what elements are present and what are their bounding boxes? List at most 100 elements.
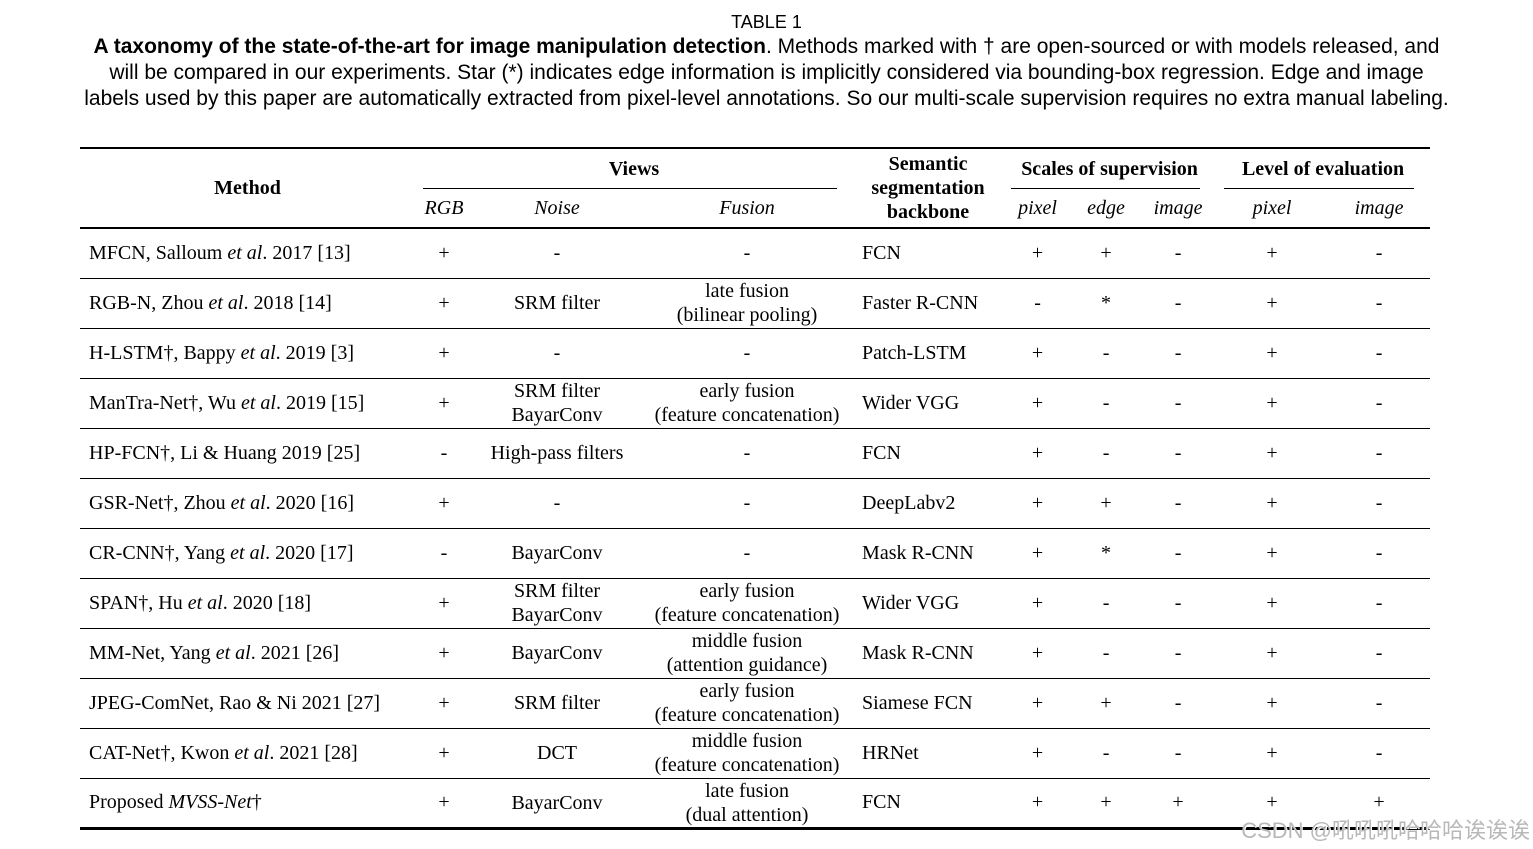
header-sub-row: RGB Noise Fusion pixel edge image pixel …: [80, 189, 1431, 229]
backbone-cell: Faster R-CNN: [862, 291, 979, 314]
fusion-cell: -: [641, 428, 853, 478]
evaluation-image-cell: -: [1375, 741, 1383, 764]
backbone-cell: FCN: [862, 241, 901, 264]
supervision-edge-cell: -: [1102, 391, 1110, 414]
noise-cell: SRM filter: [473, 678, 641, 728]
evaluation-image-cell: -: [1375, 391, 1383, 414]
supervision-edge-cell: -: [1102, 641, 1110, 664]
rgb-cell: +: [438, 491, 450, 514]
supervision-edge-cell: -: [1102, 441, 1110, 464]
evaluation-image-cell: -: [1375, 591, 1383, 614]
column-group-scales-of-supervision: Scales of supervision: [1003, 148, 1216, 189]
noise-cell: BayarConv: [473, 528, 641, 578]
backbone-cell: Mask R-CNN: [862, 641, 974, 664]
fusion-cell: early fusion (feature concatenation): [641, 578, 853, 628]
supervision-image-cell: -: [1174, 341, 1182, 364]
cell-line: -: [553, 492, 561, 514]
cell-line: (feature concatenation): [654, 754, 840, 776]
evaluation-pixel-cell: +: [1266, 591, 1278, 614]
evaluation-pixel-cell: +: [1266, 791, 1278, 813]
table-row: ManTra-Net†, Wu et al. 2019 [15] + SRM fil…: [80, 378, 1431, 428]
supervision-image-cell: -: [1174, 441, 1182, 464]
column-group-views: Views: [415, 148, 853, 189]
backbone-cell: HRNet: [862, 741, 919, 764]
evaluation-pixel-cell: +: [1266, 641, 1278, 664]
cell-line: SRM filter: [513, 292, 601, 314]
evaluation-pixel-cell: +: [1266, 741, 1278, 764]
evaluation-pixel-cell: +: [1266, 391, 1278, 414]
evaluation-pixel-cell: +: [1266, 291, 1278, 314]
cell-line: -: [743, 342, 751, 364]
evaluation-image-cell: +: [1373, 791, 1385, 813]
table-row: H-LSTM†, Bappy et al. 2019 [3] + - - Patch-L…: [80, 328, 1431, 378]
supervision-pixel-cell: +: [1031, 341, 1044, 364]
supervision-pixel-cell: +: [1031, 791, 1044, 813]
fusion-cell: -: [641, 228, 853, 278]
evaluation-image-cell: -: [1375, 541, 1383, 564]
fusion-cell: -: [641, 528, 853, 578]
rgb-cell: +: [438, 291, 450, 314]
cell-line: BayarConv: [511, 404, 603, 426]
method-cell: JPEG-ComNet, Rao & Ni 2021 [27]: [89, 691, 381, 714]
method-cell: RGB-N, Zhou et al. 2018 [14]: [89, 291, 332, 314]
table-caption: TABLE 1 A taxonomy of the state-of-the-a…: [0, 10, 1533, 112]
cell-line: -: [553, 242, 561, 265]
backbone-cell: Wider VGG: [862, 391, 960, 414]
supervision-pixel-cell: +: [1031, 391, 1044, 414]
rgb-cell: +: [438, 691, 450, 714]
cell-line: (feature concatenation): [654, 704, 840, 726]
supervision-image-cell: -: [1174, 541, 1182, 564]
table-row: GSR-Net†, Zhou et al. 2020 [16] + - - DeepLa…: [80, 478, 1431, 528]
table-row: CR-CNN†, Yang et al. 2020 [17] - BayarConv…: [80, 528, 1431, 578]
evaluation-pixel-cell: +: [1266, 691, 1278, 714]
supervision-edge-cell: -: [1102, 591, 1110, 614]
noise-cell: SRM filter: [473, 278, 641, 328]
supervision-pixel-cell: +: [1031, 541, 1044, 564]
noise-cell: BayarConv: [473, 628, 641, 678]
subheader-supervision-image: image: [1140, 189, 1217, 229]
evaluation-image-cell: -: [1375, 691, 1383, 714]
supervision-image-cell: +: [1172, 791, 1184, 813]
cell-line: early fusion: [699, 680, 795, 702]
method-cell: SPAN†, Hu et al. 2020 [18]: [89, 591, 312, 614]
backbone-cell: DeepLabv2: [862, 491, 956, 514]
supervision-edge-cell: +: [1100, 491, 1112, 514]
cell-line: early fusion: [699, 580, 795, 602]
caption-line-3: labels used by this paper are automatica…: [84, 87, 1449, 110]
method-cell: ManTra-Net†, Wu et al. 2019 [15]: [89, 391, 365, 414]
method-cell: MM-Net, Yang et al. 2021 [26]: [89, 641, 340, 664]
method-cell: CAT-Net†, Kwon et al. 2021 [28]: [89, 741, 358, 764]
method-cell: MFCN, Salloum et al. 2017 [13]: [89, 241, 351, 264]
cell-line: BayarConv: [511, 642, 603, 664]
cell-line: High-pass filters: [490, 442, 624, 464]
caption-bold-text: A taxonomy of the state-of-the-art for i…: [93, 35, 766, 58]
fusion-cell: early fusion (feature concatenation): [641, 678, 853, 728]
column-group-level-of-evaluation: Level of evaluation: [1216, 148, 1430, 189]
method-cell: HP-FCN†, Li & Huang 2019 [25]: [89, 441, 361, 464]
backbone-cell: Patch-LSTM: [862, 341, 967, 364]
supervision-image-cell: -: [1174, 391, 1182, 414]
supervision-image-cell: -: [1174, 691, 1182, 714]
taxonomy-table-wrapper: Method Views Semantic segmentation backb…: [80, 147, 1431, 830]
cell-line: SRM filter: [513, 380, 601, 402]
cell-line: -: [743, 242, 751, 265]
rgb-cell: +: [438, 391, 450, 414]
cell-line: -: [743, 442, 751, 464]
supervision-image-cell: -: [1174, 591, 1182, 614]
cell-line: BayarConv: [511, 604, 603, 626]
method-cell: Proposed MVSS-Net†: [89, 791, 262, 813]
backbone-cell: Wider VGG: [862, 591, 960, 614]
cell-line: BayarConv: [511, 542, 603, 564]
supervision-image-cell: -: [1174, 741, 1182, 764]
noise-cell: -: [473, 328, 641, 378]
cell-line: BayarConv: [511, 791, 603, 814]
cell-line: middle fusion: [691, 630, 803, 652]
supervision-edge-cell: +: [1100, 691, 1112, 714]
cell-line: -: [743, 492, 751, 514]
evaluation-image-cell: -: [1375, 241, 1383, 264]
cell-line: late fusion: [705, 779, 789, 802]
rgb-cell: -: [440, 441, 448, 464]
taxonomy-table: Method Views Semantic segmentation backb…: [80, 147, 1431, 830]
subheader-noise: Noise: [473, 189, 641, 229]
column-header-method: Method: [80, 148, 415, 229]
